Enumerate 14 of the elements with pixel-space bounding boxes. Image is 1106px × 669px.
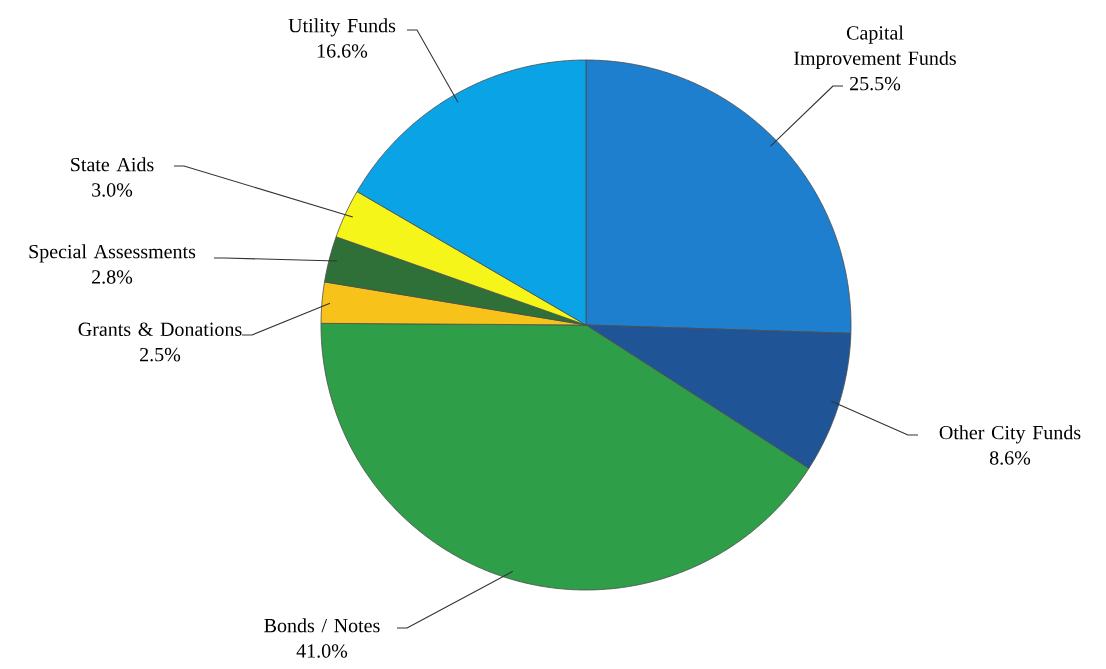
data-label: 8.6%	[989, 451, 1031, 465]
slice-label: Other City Funds	[939, 425, 1081, 444]
data-label: 16.6%	[317, 44, 368, 58]
data-label: 25.5%	[850, 76, 901, 91]
slice-label: State Aids	[71, 157, 154, 172]
slice-label: Bonds / Notes	[264, 618, 380, 633]
data-label: 41.0%	[296, 644, 348, 658]
data-label: 2.5%	[140, 347, 181, 362]
data-label: 3.0%	[92, 183, 133, 197]
slice-label: Special Assessments	[29, 244, 196, 263]
slice-label: Grants & Donations	[78, 322, 242, 337]
data-label: 2.8%	[92, 270, 133, 284]
slice-label: Utility Funds	[288, 18, 396, 37]
slice-label: Capital Improvement Funds	[794, 25, 956, 70]
